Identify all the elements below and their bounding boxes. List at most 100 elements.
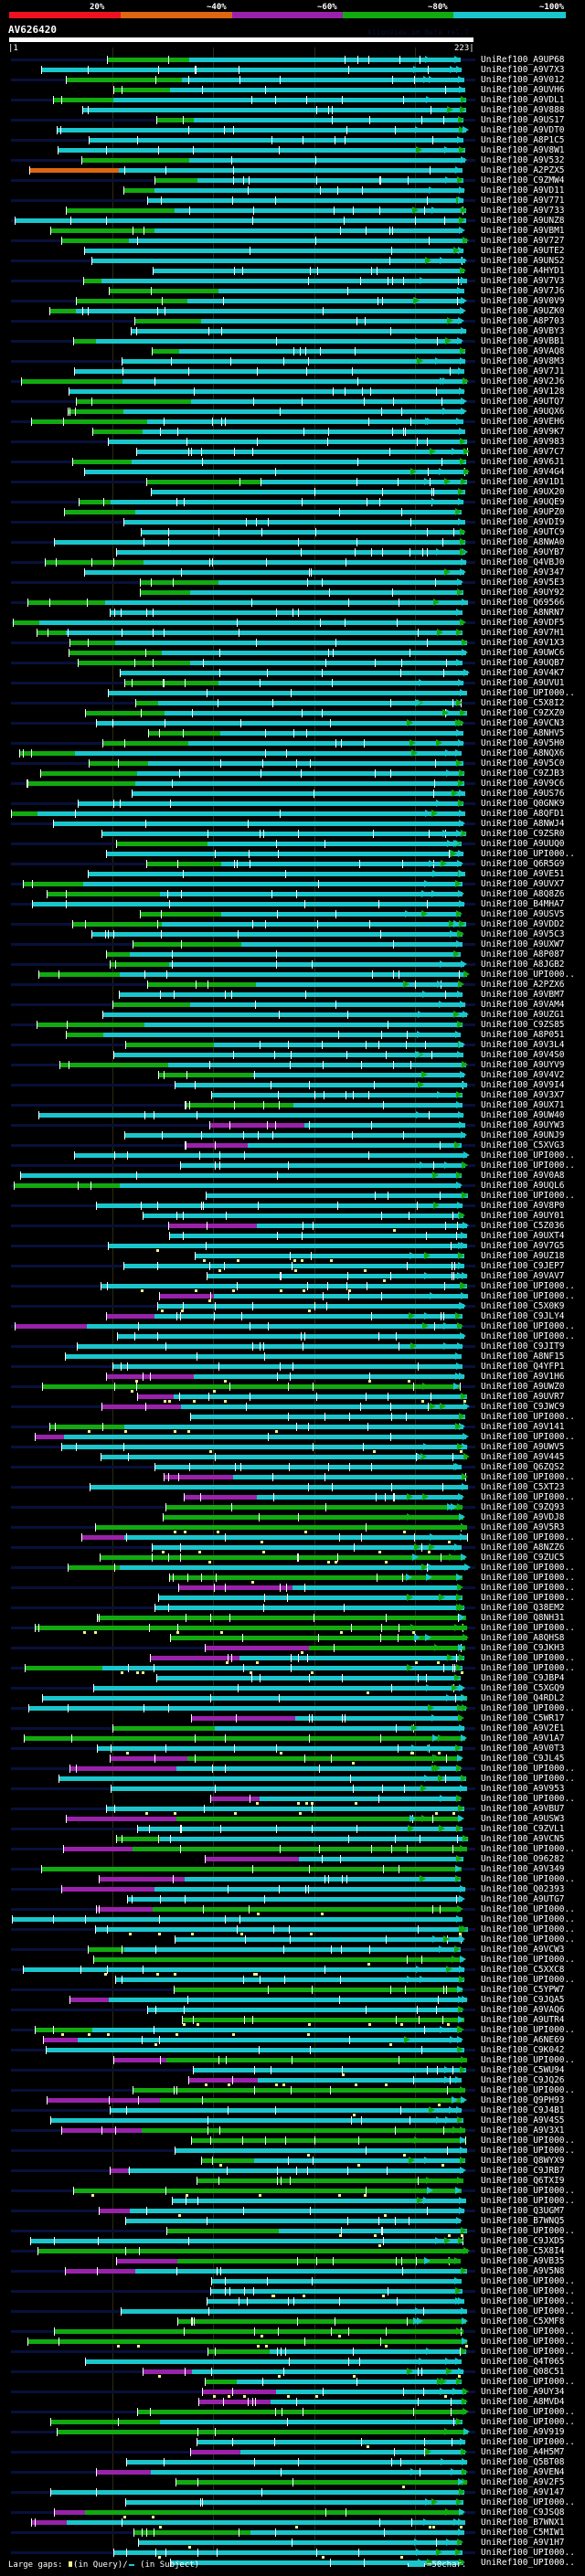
hit-row[interactable]: UniRef100_UPI000.. [0,2377,585,2387]
hit-row[interactable]: UniRef100_A9UY01 [0,1211,585,1221]
hit-label[interactable]: UniRef100_UPI000.. [481,2146,575,2156]
hit-label[interactable]: UniRef100_Q4T065 [481,2357,565,2367]
hit-label[interactable]: UniRef100_UPI000.. [481,2296,575,2306]
hit-label[interactable]: UniRef100_A9V1X3 [481,638,565,648]
hit-label[interactable]: UniRef100_UPI000.. [481,849,575,859]
hit-label[interactable]: UniRef100_C9JSQ8 [481,2507,565,2518]
hit-label[interactable]: UniRef100_A9UQX6 [481,407,565,417]
hit-row[interactable]: UniRef100_A9UY34 [0,2387,585,2398]
hit-label[interactable]: UniRef100_C9ZMW4 [481,175,565,186]
hit-label[interactable]: UniRef100_A9UVH6 [481,85,565,95]
hit-label[interactable]: UniRef100_UPI000.. [481,1583,575,1593]
hit-label[interactable]: UniRef100_A9UZ18 [481,1251,565,1261]
hit-row[interactable]: UniRef100_A8P051 [0,1030,585,1040]
hit-label[interactable]: UniRef100_A9VDT0 [481,125,565,135]
hit-label[interactable]: UniRef100_A9V347 [481,567,565,578]
hit-label[interactable]: UniRef100_Q0GNK9 [481,799,565,809]
hit-label[interactable]: UniRef100_C5XGQ9 [481,1683,565,1693]
hit-row[interactable]: UniRef100_UPI000.. [0,2226,585,2237]
hit-row[interactable]: UniRef100_UPI000.. [0,2146,585,2157]
hit-label[interactable]: UniRef100_C9J4B1 [481,2105,565,2115]
hit-label[interactable]: UniRef100_A9V953 [481,1784,565,1794]
hit-row[interactable]: UniRef100_C9JQ26 [0,2075,585,2086]
hit-row[interactable]: UniRef100_A8JGB2 [0,959,585,970]
hit-label[interactable]: UniRef100_UPI000.. [481,2377,575,2387]
hit-row[interactable]: UniRef100_UPI000.. [0,1573,585,1584]
hit-label[interactable]: UniRef100_A9V9K7 [481,427,565,437]
hit-label[interactable]: UniRef100_Q8NH31 [481,1613,565,1623]
hit-row[interactable]: UniRef100_UPI000.. [0,2306,585,2316]
hit-label[interactable]: UniRef100_A9VBB1 [481,336,565,346]
hit-row[interactable]: UniRef100_A9US76 [0,789,585,799]
hit-label[interactable]: UniRef100_Q4YFP1 [481,1362,565,1372]
hit-row[interactable]: UniRef100_A9V5C0 [0,758,585,769]
hit-label[interactable]: UniRef100_A8NWJ4 [481,819,565,829]
hit-row[interactable]: UniRef100_A9V5H0 [0,738,585,748]
hit-label[interactable]: UniRef100_A9V5R3 [481,1522,565,1532]
hit-label[interactable]: UniRef100_A9UTE2 [481,246,565,256]
hit-row[interactable]: UniRef100_UPI000.. [0,1432,585,1442]
hit-row[interactable]: UniRef100_C5WU94 [0,2065,585,2076]
hit-row[interactable]: UniRef100_A9VDI9 [0,517,585,527]
hit-label[interactable]: UniRef100_A9V7C7 [481,447,565,457]
hit-row[interactable]: UniRef100_A9UVR7 [0,1392,585,1403]
hit-label[interactable]: UniRef100_C9ZSR0 [481,829,565,839]
hit-label[interactable]: UniRef100_C9JL45 [481,1754,565,1764]
hit-row[interactable]: UniRef100_A9VD11 [0,186,585,196]
hit-row[interactable]: UniRef100_A9VBB1 [0,336,585,346]
hit-row[interactable]: UniRef100_A9UTE2 [0,246,585,256]
hit-row[interactable]: UniRef100_A9V012 [0,75,585,85]
hit-label[interactable]: UniRef100_UPI000.. [481,1593,575,1603]
hit-label[interactable]: UniRef100_A9UYW3 [481,1120,565,1130]
hit-label[interactable]: UniRef100_A9V3X7 [481,1090,565,1100]
hit-row[interactable]: UniRef100_B7WNQ5 [0,2216,585,2226]
hit-label[interactable]: UniRef100_UPI000.. [481,2558,575,2568]
hit-row[interactable]: UniRef100_UPI000.. [0,1412,585,1422]
hit-row[interactable]: UniRef100_Q4VBJ0 [0,557,585,567]
hit-label[interactable]: UniRef100_Q6R5G9 [481,859,565,869]
hit-label[interactable]: UniRef100_UPI000.. [481,2306,575,2316]
hit-row[interactable]: UniRef100_A9VAQ6 [0,2005,585,2015]
hit-label[interactable]: UniRef100_A9VAM4 [481,1000,565,1010]
hit-row[interactable]: UniRef100_A8NZZ6 [0,1542,585,1553]
hit-label[interactable]: UniRef100_UPI000.. [481,1573,575,1583]
hit-label[interactable]: UniRef100_UPI000.. [481,2226,575,2236]
hit-label[interactable]: UniRef100_C5WR17 [481,1713,565,1723]
hit-label[interactable]: UniRef100_UPI000.. [481,1794,575,1804]
hit-label[interactable]: UniRef100_C9ZQ93 [481,1502,565,1512]
hit-row[interactable]: UniRef100_A9V2E1 [0,1723,585,1733]
hit-row[interactable]: UniRef100_A9UX71 [0,1100,585,1110]
hit-row[interactable]: UniRef100_A9VAQ8 [0,346,585,356]
hit-row[interactable]: UniRef100_Q3UGM7 [0,2206,585,2217]
hit-label[interactable]: UniRef100_Q3UGM7 [481,2206,565,2216]
hit-label[interactable]: UniRef100_A9UNJ9 [481,1130,565,1140]
hit-row[interactable]: UniRef100_A9UX20 [0,487,585,497]
hit-label[interactable]: UniRef100_C9JLY4 [481,1311,565,1321]
hit-label[interactable]: UniRef100_Q4RDL2 [481,1693,565,1703]
hit-row[interactable]: UniRef100_A9USW3 [0,1814,585,1824]
hit-label[interactable]: UniRef100_UPI000.. [481,1532,575,1542]
hit-label[interactable]: UniRef100_A8NHV5 [481,728,565,738]
hit-row[interactable]: UniRef100_UPI000.. [0,2186,585,2197]
hit-row[interactable]: UniRef100_C9JXD5 [0,2236,585,2247]
hit-label[interactable]: UniRef100_A8MVD4 [481,2397,565,2407]
hit-label[interactable]: UniRef100_A8P087 [481,949,565,959]
hit-label[interactable]: UniRef100_A9VDJ8 [481,1512,565,1522]
hit-row[interactable]: UniRef100_UPI000.. [0,1583,585,1593]
hit-row[interactable]: UniRef100_UPI000.. [0,1924,585,1935]
hit-label[interactable]: UniRef100_A9V983 [481,437,565,447]
hit-row[interactable]: UniRef100_C9JEP7 [0,1261,585,1272]
hit-row[interactable]: UniRef100_Q6R5G9 [0,859,585,869]
hit-row[interactable]: UniRef100_A9UZK0 [0,306,585,316]
hit-row[interactable]: UniRef100_A8Q8Z6 [0,889,585,899]
hit-row[interactable]: UniRef100_A9V141 [0,1422,585,1433]
hit-row[interactable]: UniRef100_UPI000.. [0,2296,585,2306]
hit-label[interactable]: UniRef100_UPI000.. [481,1874,575,1884]
hit-label[interactable]: UniRef100_A9VBM7 [481,990,565,1000]
hit-label[interactable]: UniRef100_C5XXC8 [481,1965,565,1975]
hit-row[interactable]: UniRef100_A9US17 [0,115,585,125]
hit-label[interactable]: UniRef100_A9UYB7 [481,547,565,557]
hit-row[interactable]: UniRef100_A8P087 [0,949,585,959]
hit-row[interactable]: UniRef100_A4HYD1 [0,266,585,276]
hit-label[interactable]: UniRef100_A9V5H0 [481,738,565,748]
